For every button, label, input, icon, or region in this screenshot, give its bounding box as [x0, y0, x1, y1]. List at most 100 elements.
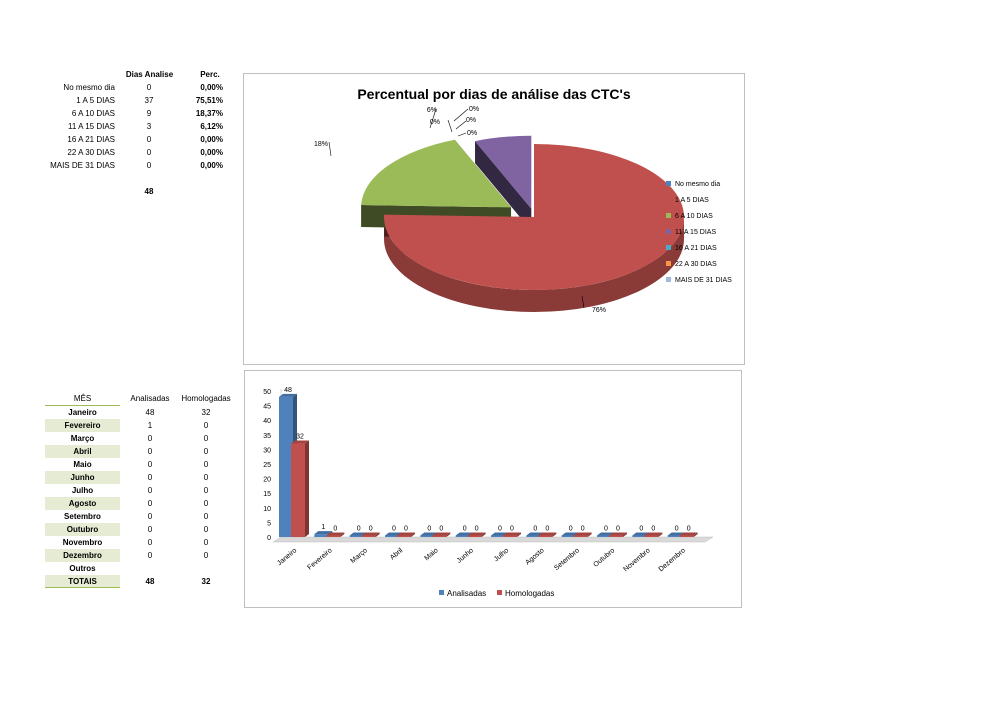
days-row-perc: 0,00%: [200, 135, 223, 144]
days-row-label: 11 A 15 DIAS: [68, 122, 115, 131]
analisadas-cell: 0: [147, 447, 153, 456]
bar-legend-label: Homologadas: [505, 589, 554, 598]
y-tick-label: 5: [267, 520, 271, 527]
month-cell: Fevereiro: [64, 421, 101, 430]
analisadas-cell: 0: [147, 499, 153, 508]
days-row-perc: 6,12%: [200, 122, 223, 131]
days-row-value: 0: [146, 161, 152, 170]
bar-data-label: 0: [616, 526, 620, 533]
x-tick-label: Janeiro: [276, 547, 298, 567]
y-tick-label: 40: [263, 418, 271, 425]
bar-data-label: 0: [533, 526, 537, 533]
bar-data-label: 48: [284, 387, 292, 394]
x-tick-label: Agosto: [524, 547, 545, 566]
pie-chart-frame: Percentual por dias de análise das CTC's…: [243, 73, 745, 365]
bar-data-label: 0: [369, 526, 373, 533]
pie-data-label: 6%: [427, 107, 437, 114]
pie-leader-line: [581, 295, 585, 309]
days-row-value: 9: [146, 109, 152, 118]
x-tick-label: Abril: [389, 547, 405, 562]
bar-data-label: 0: [651, 526, 655, 533]
bar: [397, 532, 415, 537]
bar-data-label: 1: [321, 524, 325, 531]
homologadas-cell: 32: [201, 408, 211, 417]
month-cell: Junho: [70, 473, 95, 482]
analisadas-cell: 0: [147, 538, 153, 547]
bar: [609, 532, 627, 537]
pie-legend: No mesmo dia 1 A 5 DIAS 6 A 10 DIAS 11 A 15…: [666, 181, 732, 284]
analisadas-cell: 48: [145, 408, 155, 417]
pie-legend-swatch: [666, 245, 671, 250]
bar-data-label: 0: [687, 526, 691, 533]
pie-legend-label: 11 A 15 DIAS: [675, 229, 716, 236]
y-tick-label: 15: [263, 491, 271, 498]
month-cell: Novembro: [62, 538, 103, 547]
homologadas-cell: 0: [203, 434, 209, 443]
y-tick-label: 25: [263, 462, 271, 469]
bar-data-label: 0: [639, 526, 643, 533]
bar: [467, 532, 486, 537]
days-header: Dias Analise: [125, 70, 174, 79]
header-divider: [45, 405, 120, 406]
bar-data-label: 0: [510, 526, 514, 533]
pie-legend-swatch: [666, 277, 671, 282]
days-row-value: 3: [146, 122, 152, 131]
x-tick-label: Fevereiro: [306, 547, 333, 571]
pie-leader-line: [455, 120, 467, 130]
row-shading: [45, 523, 120, 536]
pie-legend-label: 16 A 21 DIAS: [675, 245, 717, 252]
bar-floor: [272, 536, 714, 543]
month-cell: Março: [70, 434, 95, 443]
homologadas-header: Homologadas: [181, 394, 231, 403]
bar: [291, 440, 309, 537]
bar-x-axis: Janeiro Fevereiro Março Abril Maio Junho Julho…: [276, 547, 687, 573]
days-row-label: 6 A 10 DIAS: [71, 109, 115, 118]
analisadas-cell: 0: [147, 460, 153, 469]
analisadas-cell: 0: [147, 551, 153, 560]
days-row-perc: 0,00%: [200, 148, 223, 157]
pie-legend-swatch: [666, 181, 671, 186]
month-cell: Agosto: [68, 499, 97, 508]
bar-chart-frame: 0 5 10 15 20 25 30 35 40 45 50 48 32 1 0 0 0 0 0 0 0 0 0 0 0 0 0 0 0…: [244, 370, 742, 608]
homologadas-cell: 0: [203, 551, 209, 560]
y-tick-label: 45: [263, 404, 271, 411]
pie-data-labels: 0% 76% 18% 6% 0% 0% 0%: [314, 106, 606, 314]
pie-leader-line: [457, 132, 467, 137]
bar-legend-label: Analisadas: [447, 589, 486, 598]
analisadas-cell: 0: [147, 486, 153, 495]
perc-header: Perc.: [200, 70, 220, 79]
pie-leader-line: [453, 108, 469, 122]
bar-data-labels: 48 32 1 0 0 0 0 0 0 0 0 0 0 0 0 0 0 0 0 0 0 0 0 0: [284, 387, 691, 533]
month-header: MÊS: [73, 394, 92, 403]
y-tick-label: 50: [263, 389, 271, 396]
month-table: MÊS Analisadas Homologadas Janeiro 48 32 Fe…: [0, 392, 240, 592]
pie-leader-line: [429, 108, 437, 129]
month-cell: Outubro: [66, 525, 99, 534]
days-row-label: MAIS DE 31 DIAS: [50, 161, 115, 170]
bar: [679, 532, 698, 537]
pie-data-label: 18%: [314, 141, 328, 148]
month-cell: Janeiro: [68, 408, 97, 417]
analisadas-cell: 0: [147, 473, 153, 482]
bar: [326, 532, 345, 537]
x-tick-label: Setembro: [553, 547, 581, 572]
pie-legend-label: 1 A 5 DIAS: [675, 197, 709, 204]
days-row-value: 0: [146, 83, 152, 92]
days-table: Dias Analise Perc. No mesmo dia 0 0,00% 1 A…: [0, 68, 235, 208]
y-tick-label: 35: [263, 433, 271, 440]
bar: [573, 532, 592, 537]
pie-leader-line: [447, 119, 453, 133]
bar-data-label: 0: [475, 526, 479, 533]
bar-data-label: 0: [498, 526, 502, 533]
pie-legend-swatch: [666, 261, 671, 266]
pie-slice: [384, 144, 684, 290]
pie-slice: [361, 139, 512, 208]
bar-data-label: 0: [463, 526, 467, 533]
analisadas-cell: 1: [147, 421, 153, 430]
bar-data-label: 0: [427, 526, 431, 533]
bar-data-label: 0: [392, 526, 396, 533]
homologadas-cell: 32: [201, 577, 211, 586]
pie-data-label: 0%: [467, 130, 477, 137]
month-cell: Julho: [71, 486, 94, 495]
bar-legend-swatch: [439, 590, 444, 595]
